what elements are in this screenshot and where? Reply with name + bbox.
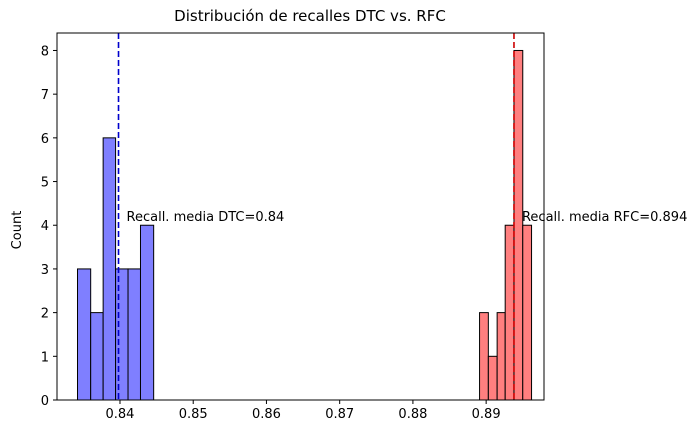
y-tick-label: 1 — [41, 350, 49, 365]
mean-annotation: Recall. media DTC=0.84 — [127, 210, 285, 225]
y-tick-label: 5 — [41, 176, 49, 191]
histogram-bar — [115, 268, 129, 401]
y-tick-label: 0 — [41, 394, 49, 409]
mean-lines-layer — [117, 33, 515, 400]
annotations-layer: Recall. media DTC=0.84 Recall. media RFC=… — [127, 210, 688, 225]
plot-frame — [56, 32, 545, 401]
bars-layer — [77, 49, 533, 401]
x-axis-ticks: 0.84 0.85 0.86 0.87 0.88 0.89 — [106, 400, 501, 422]
histogram-bar — [504, 224, 515, 401]
histogram-bar — [513, 49, 524, 401]
chart-title: Distribución de recalles DTC vs. RFC — [174, 7, 446, 25]
x-tick-label: 0.86 — [252, 407, 281, 422]
x-tick-label: 0.85 — [179, 407, 208, 422]
histogram-bar — [77, 268, 92, 401]
y-tick-label: 7 — [41, 88, 49, 103]
histogram-bar — [139, 224, 155, 401]
histogram-bar — [127, 268, 141, 401]
y-axis-ticks: 0 1 2 3 4 5 6 7 8 — [41, 44, 57, 409]
histogram-bar — [487, 355, 498, 401]
histogram-bar — [90, 312, 104, 401]
y-tick-label: 4 — [41, 219, 49, 234]
y-tick-label: 8 — [41, 44, 49, 59]
histogram-bar — [102, 137, 117, 401]
y-axis-label: Count — [10, 211, 25, 250]
x-tick-label: 0.88 — [398, 407, 427, 422]
histogram-bar — [496, 312, 506, 401]
mean-annotation: Recall. media RFC=0.894 — [522, 210, 687, 225]
y-tick-label: 2 — [41, 307, 49, 322]
y-tick-label: 3 — [41, 263, 49, 278]
x-tick-label: 0.89 — [472, 407, 501, 422]
histogram-bar — [479, 312, 489, 401]
x-tick-label: 0.87 — [325, 407, 354, 422]
x-tick-label: 0.84 — [106, 407, 135, 422]
y-tick-label: 6 — [41, 132, 49, 147]
histogram-bar — [522, 224, 533, 401]
